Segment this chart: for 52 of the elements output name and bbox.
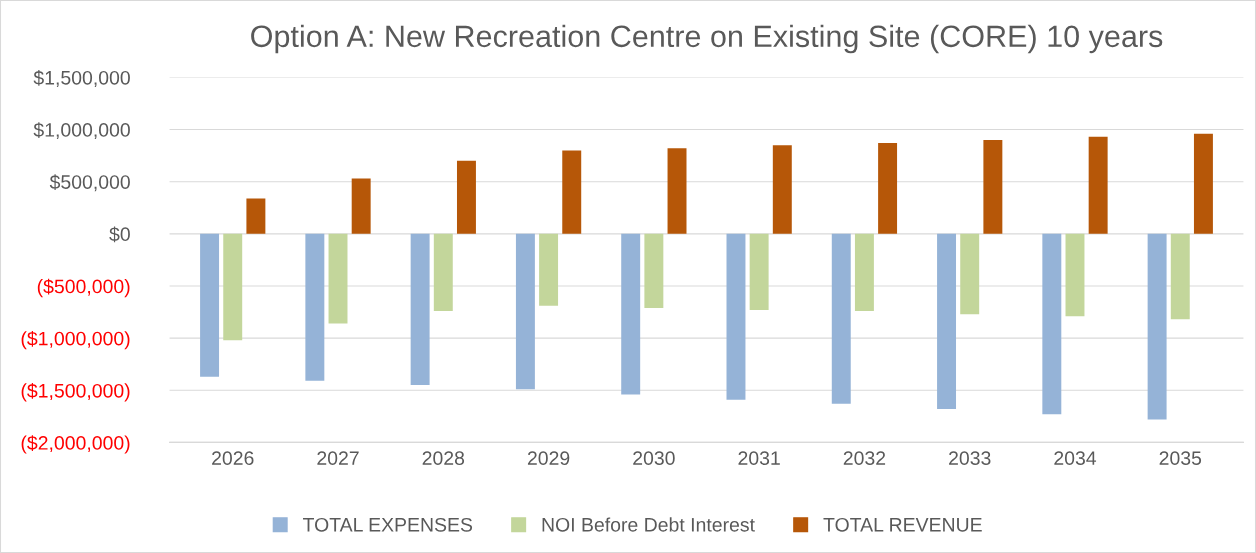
bar (1042, 233, 1062, 415)
y-tick-label: ($2,000,000) (21, 435, 130, 454)
bar (246, 198, 266, 234)
y-tick-label: $500,000 (49, 174, 130, 192)
bar (1147, 233, 1167, 420)
bar (539, 233, 559, 306)
bar (1170, 233, 1190, 320)
x-tick-label: 2029 (527, 451, 570, 466)
bar (351, 178, 371, 234)
bar (960, 233, 980, 315)
x-tick-label: 2035 (1159, 451, 1202, 466)
bar (644, 233, 664, 308)
bar (831, 233, 851, 404)
bar (749, 233, 769, 310)
legend-label: NOI Before Debt Interest (542, 517, 755, 532)
x-tick-label: 2028 (422, 451, 465, 466)
bar (726, 233, 746, 400)
bar (1088, 136, 1108, 234)
x-tick-label: 2032 (843, 451, 886, 466)
bar (772, 145, 792, 234)
y-tick-label: ($1,000,000) (21, 330, 130, 350)
bar (328, 233, 348, 324)
bar (305, 233, 325, 381)
y-tick-label: $0 (109, 226, 130, 243)
y-tick-label: $1,500,000 (33, 70, 130, 87)
bar (223, 233, 243, 341)
legend-label: TOTAL EXPENSES (303, 517, 473, 532)
bar (1065, 233, 1085, 317)
x-tick-label: 2026 (212, 451, 254, 466)
bar (621, 233, 641, 395)
bar (983, 139, 1003, 234)
bar (200, 233, 220, 377)
x-tick-label: 2031 (738, 451, 780, 466)
x-tick-label: 2027 (317, 451, 359, 466)
y-tick-label: ($500,000) (37, 278, 130, 298)
legend-label: TOTAL REVENUE (823, 517, 982, 532)
y-tick-label: $1,000,000 (33, 122, 130, 140)
bar (854, 233, 874, 312)
bar (433, 233, 453, 312)
bar (878, 143, 898, 234)
bar (410, 233, 430, 386)
y-tick-label: ($1,500,000) (21, 383, 130, 402)
bar (515, 233, 535, 390)
x-tick-label: 2033 (949, 451, 991, 466)
bar (667, 148, 687, 234)
bar (937, 233, 957, 410)
chart-title: Option A: New Recreation Centre on Existing Site (CORE) 10 years (251, 24, 1163, 54)
x-tick-label: 2034 (1054, 451, 1097, 466)
bar (562, 150, 582, 234)
bar (456, 160, 476, 234)
x-tick-label: 2030 (633, 451, 675, 466)
bar (1193, 133, 1213, 234)
